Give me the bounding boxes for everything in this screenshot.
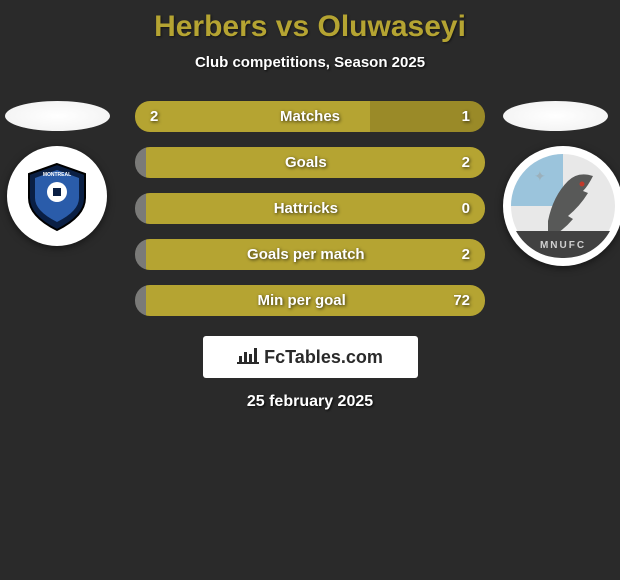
stat-value-right: 2 bbox=[462, 154, 470, 171]
stat-bar-left bbox=[135, 239, 146, 270]
comparison-area: MONTREAL ✦ MNUFC 2 Matches 1 bbox=[0, 101, 620, 316]
stat-value-right: 1 bbox=[462, 108, 470, 125]
stat-row-matches: 2 Matches 1 bbox=[135, 101, 485, 132]
stat-label: Hattricks bbox=[150, 200, 462, 217]
stat-bar-left bbox=[135, 193, 146, 224]
watermark: FcTables.com bbox=[203, 336, 418, 378]
subtitle: Club competitions, Season 2025 bbox=[0, 54, 620, 71]
watermark-text: FcTables.com bbox=[264, 347, 383, 368]
stat-label: Matches bbox=[158, 108, 461, 125]
avatar-placeholder-right bbox=[503, 101, 608, 131]
stat-row-hattricks: Hattricks 0 bbox=[135, 193, 485, 224]
stat-value-right: 0 bbox=[462, 200, 470, 217]
stat-label: Min per goal bbox=[150, 292, 453, 309]
stat-bar-left bbox=[135, 147, 146, 178]
montreal-logo-icon: MONTREAL bbox=[17, 156, 97, 236]
svg-text:MONTREAL: MONTREAL bbox=[43, 172, 71, 178]
stat-value-right: 2 bbox=[462, 246, 470, 263]
svg-text:✦: ✦ bbox=[534, 168, 546, 184]
team-logo-right: ✦ MNUFC bbox=[503, 146, 620, 266]
svg-text:MNUFC: MNUFC bbox=[540, 240, 586, 251]
stat-row-goals: Goals 2 bbox=[135, 147, 485, 178]
player-right-badge: ✦ MNUFC bbox=[503, 101, 615, 266]
chart-icon bbox=[237, 346, 259, 369]
stat-row-goals-per-match: Goals per match 2 bbox=[135, 239, 485, 270]
player-left-badge: MONTREAL bbox=[5, 101, 110, 246]
stat-value-left: 2 bbox=[150, 108, 158, 125]
stat-row-min-per-goal: Min per goal 72 bbox=[135, 285, 485, 316]
date: 25 february 2025 bbox=[0, 393, 620, 411]
team-logo-left: MONTREAL bbox=[7, 146, 107, 246]
stat-label: Goals per match bbox=[150, 246, 462, 263]
stat-value-right: 72 bbox=[453, 292, 470, 309]
stat-bar-left bbox=[135, 285, 146, 316]
minnesota-logo-icon: ✦ MNUFC bbox=[508, 151, 618, 261]
avatar-placeholder-left bbox=[5, 101, 110, 131]
stat-label: Goals bbox=[150, 154, 462, 171]
stats-container: 2 Matches 1 Goals 2 Hattricks 0 Goals pe… bbox=[135, 101, 485, 316]
page-title: Herbers vs Oluwaseyi bbox=[0, 10, 620, 44]
